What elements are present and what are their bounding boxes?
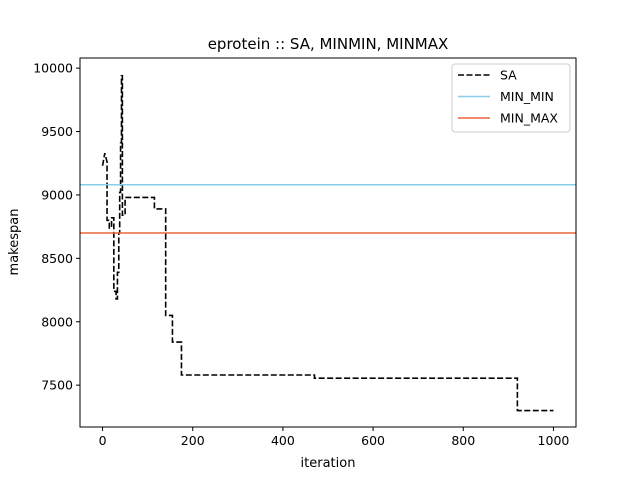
y-tick-label: 8500 bbox=[41, 251, 73, 266]
y-tick-label: 10000 bbox=[33, 61, 73, 76]
x-tick-label: 1000 bbox=[538, 433, 570, 448]
x-tick-label: 200 bbox=[181, 433, 205, 448]
x-tick-label: 800 bbox=[451, 433, 475, 448]
legend-entries: SA MIN_MIN MIN_MAX bbox=[458, 68, 558, 126]
legend-label-min-max: MIN_MAX bbox=[500, 111, 558, 126]
y-axis-label: makespan bbox=[7, 209, 22, 276]
x-axis-label: iteration bbox=[301, 456, 356, 471]
legend-label-min-min: MIN_MIN bbox=[500, 89, 554, 104]
series-line-sa bbox=[101, 74, 554, 412]
legend: SA MIN_MIN MIN_MAX bbox=[451, 63, 571, 133]
legend-box bbox=[451, 63, 571, 133]
y-axis: 7500 8000 8500 9000 9500 10000 bbox=[33, 61, 80, 393]
x-tick-label: 400 bbox=[271, 433, 295, 448]
y-tick-label: 7500 bbox=[41, 378, 73, 393]
axes-frame bbox=[79, 57, 577, 428]
y-tick-label: 9500 bbox=[41, 124, 73, 139]
series-layer bbox=[80, 74, 576, 412]
y-tick-label: 8000 bbox=[41, 314, 73, 329]
plot-area bbox=[79, 57, 577, 428]
x-tick-label: 600 bbox=[361, 433, 385, 448]
x-tick-label: 0 bbox=[99, 433, 107, 448]
chart-title: eprotein :: SA, MINMIN, MINMAX bbox=[208, 35, 449, 53]
legend-label-sa: SA bbox=[500, 68, 517, 83]
x-axis: 0 200 400 600 800 1000 bbox=[99, 427, 570, 448]
y-tick-label: 9000 bbox=[41, 187, 73, 202]
